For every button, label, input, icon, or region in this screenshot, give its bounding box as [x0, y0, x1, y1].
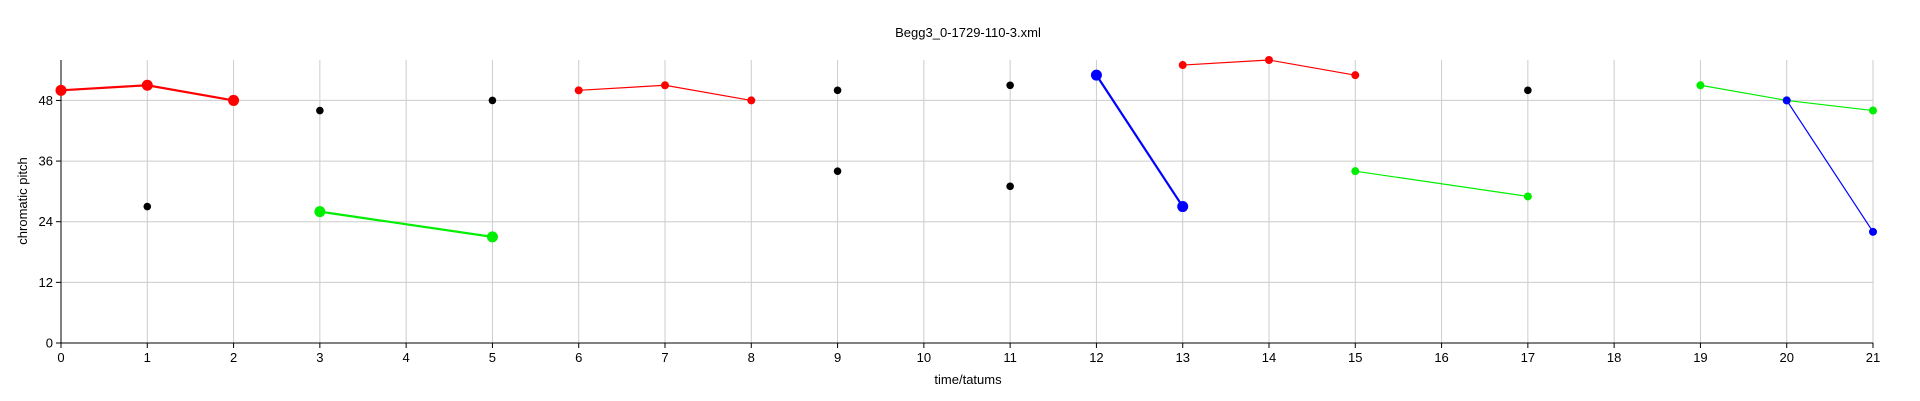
data-point-red: [661, 81, 669, 90]
data-point-green: [1351, 167, 1360, 176]
x-axis-label: time/tatums: [934, 372, 1002, 387]
data-point-black: [833, 167, 842, 175]
data-point-black: [1006, 182, 1014, 191]
data-point-red: [1351, 71, 1360, 80]
data-point-black: [1524, 86, 1532, 95]
x-tick-label: 19: [1693, 350, 1707, 365]
x-tick-label: 6: [575, 350, 582, 365]
data-point-blue: [1869, 227, 1877, 236]
x-tick-label: 9: [834, 350, 841, 365]
scatter-points: [143, 81, 1532, 211]
grid: [61, 60, 1874, 343]
data-point-green: [486, 231, 498, 243]
series: [55, 56, 1877, 243]
data-point-green: [314, 206, 326, 218]
x-tick-label: 4: [403, 350, 410, 365]
data-point-black: [143, 202, 152, 211]
data-point-red: [141, 79, 153, 91]
x-tick-label: 11: [1003, 350, 1017, 365]
x-tick-label: 7: [661, 350, 668, 365]
axes: [60, 60, 1873, 344]
data-point-black: [1006, 81, 1014, 90]
x-tick-label: 20: [1779, 350, 1793, 365]
data-point-blue: [1090, 69, 1102, 81]
data-point-black: [488, 96, 497, 105]
data-point-red: [55, 84, 67, 96]
series-line-green: [1355, 170, 1528, 198]
x-tick-label: 14: [1262, 350, 1276, 365]
x-tick-label: 21: [1866, 350, 1880, 365]
x-tick-label: 17: [1521, 350, 1535, 365]
x-tick-label: 1: [144, 350, 151, 365]
ticks: 0 1 2 3 4 5 6 7 8 9 10 11 12 13 14 15 16 17 18 19 20 21012243…: [39, 93, 1881, 365]
x-tick-label: 15: [1348, 350, 1362, 365]
data-point-black: [316, 106, 324, 115]
x-tick-label: 0: [57, 350, 64, 365]
data-point-green: [1523, 192, 1532, 201]
data-point-green: [1696, 81, 1705, 90]
x-tick-label: 10: [917, 350, 931, 365]
y-axis-label: chromatic pitch: [15, 157, 30, 244]
y-tick-label: 36: [39, 154, 53, 169]
x-tick-label: 2: [230, 350, 237, 365]
x-tick-label: 12: [1089, 350, 1103, 365]
data-point-blue: [1177, 201, 1189, 213]
series-line-green: [319, 210, 493, 238]
data-point-blue: [1782, 96, 1791, 105]
y-tick-label: 48: [39, 93, 53, 108]
x-tick-label: 13: [1175, 350, 1189, 365]
x-tick-label: 3: [316, 350, 323, 365]
x-tick-label: 8: [748, 350, 755, 365]
x-tick-label: 18: [1607, 350, 1621, 365]
data-point-red: [1265, 56, 1273, 64]
chart-title: Begg3_0-1729-110-3.xml: [895, 25, 1041, 40]
y-tick-label: 12: [39, 275, 53, 290]
series-line-blue: [1786, 100, 1874, 233]
y-tick-label: 24: [39, 214, 53, 229]
series-line-blue: [1095, 74, 1184, 208]
data-point-green: [1869, 106, 1877, 115]
data-point-red: [574, 86, 583, 95]
x-tick-label: 16: [1434, 350, 1448, 365]
data-point-red: [1178, 61, 1187, 70]
y-tick-label: 0: [46, 336, 53, 351]
data-point-black: [833, 86, 842, 95]
x-tick-label: 5: [489, 350, 496, 365]
data-point-red: [228, 94, 240, 106]
data-point-red: [747, 96, 756, 105]
